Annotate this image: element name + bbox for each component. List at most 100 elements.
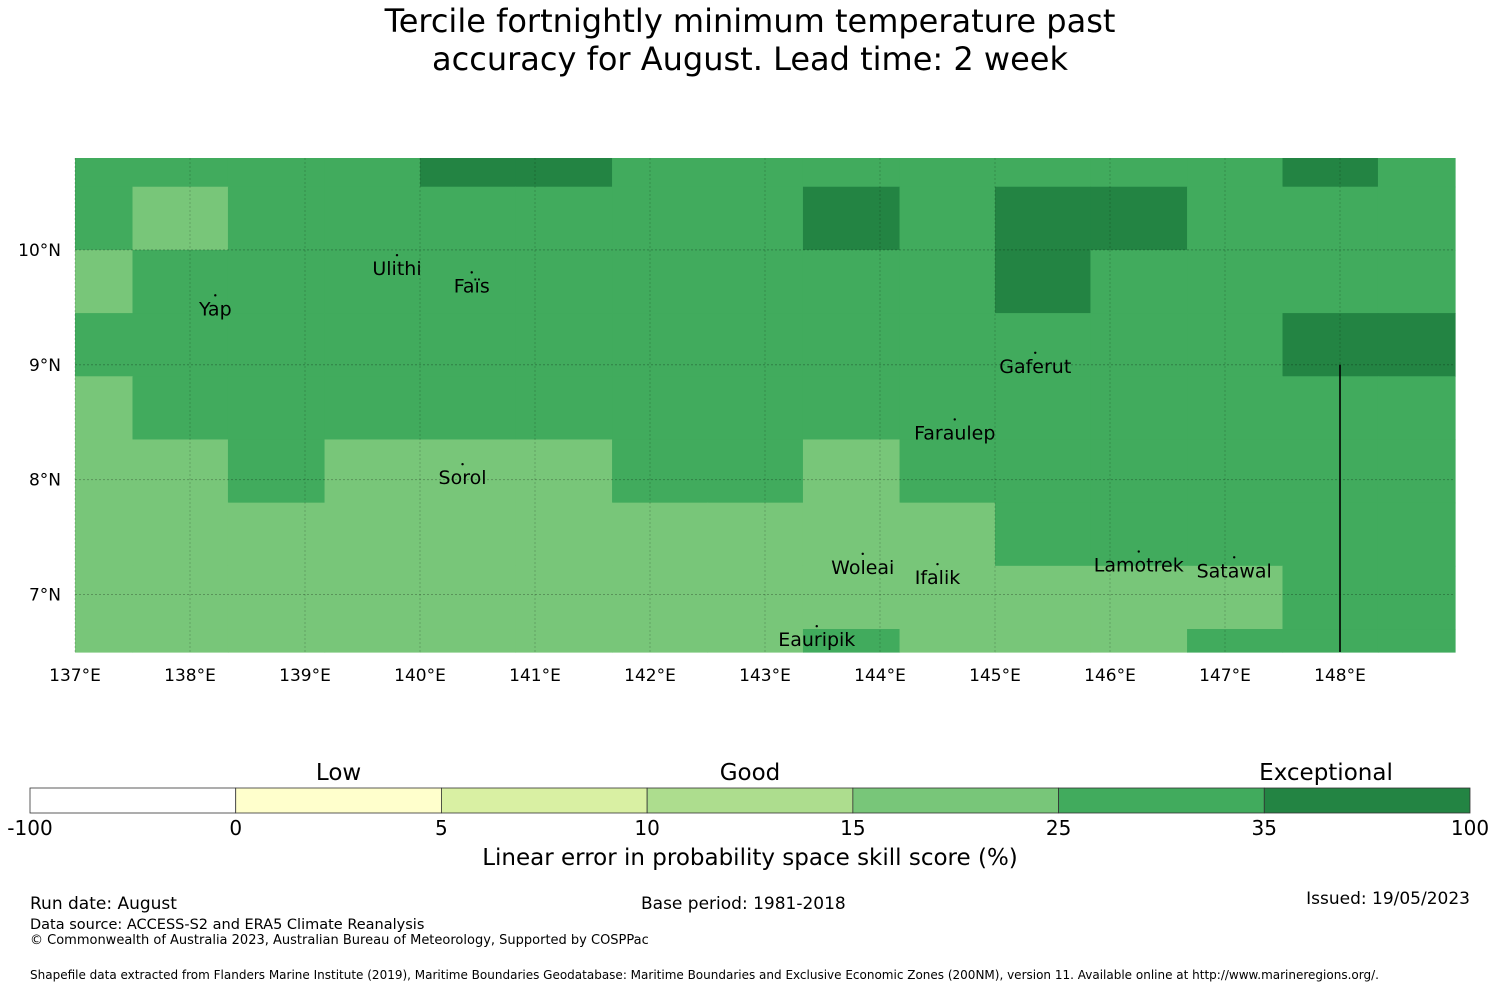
place-label: Lamotrek <box>1094 555 1184 577</box>
skill-cell <box>1377 158 1456 188</box>
island-marker <box>1233 556 1236 559</box>
skill-cell <box>75 376 134 441</box>
gridlines <box>74 158 1455 652</box>
skill-cell <box>132 158 229 188</box>
skill-cell <box>802 158 901 188</box>
title-line-2: accuracy for August. Lead time: 2 week <box>432 40 1068 78</box>
skill-cell <box>75 439 134 504</box>
place-label: Woleai <box>831 557 894 579</box>
skill-cell <box>802 186 901 251</box>
skill-cell <box>1090 158 1188 188</box>
place-label: Sorol <box>439 467 487 489</box>
skill-cell <box>1090 629 1188 653</box>
skill-cell <box>75 158 134 188</box>
lon-tick-label: 142°E <box>624 666 676 686</box>
skill-cell <box>227 629 326 653</box>
place-label: Ulithi <box>372 258 421 280</box>
island-marker <box>953 418 956 421</box>
skill-cell <box>132 502 229 567</box>
skill-cell <box>75 629 134 653</box>
skill-cell <box>420 313 517 377</box>
skill-cell <box>227 565 326 630</box>
skill-cell <box>899 439 996 504</box>
lon-tick-label: 140°E <box>394 666 446 686</box>
skill-cell <box>1377 376 1456 441</box>
skill-cell <box>707 313 804 377</box>
skill-cell <box>1377 249 1456 314</box>
skill-cell <box>899 629 996 653</box>
lon-tick-label: 138°E <box>164 666 216 686</box>
skill-cell <box>802 439 901 504</box>
lon-tick-label: 147°E <box>1199 666 1251 686</box>
skill-cell <box>420 186 517 251</box>
colorbar-tick-label: 15 <box>840 816 865 840</box>
lat-tick-label: 10°N <box>18 241 61 261</box>
skill-cell <box>1282 186 1379 251</box>
issued-date: Issued: 19/05/2023 <box>1306 889 1470 909</box>
skill-cell <box>515 629 613 653</box>
skill-cell <box>515 565 613 630</box>
skill-cell <box>707 439 804 504</box>
colorbar-group-label: Exceptional <box>1259 760 1393 786</box>
skill-cell <box>227 158 326 188</box>
island-marker <box>861 552 864 556</box>
skill-cell <box>1187 376 1284 441</box>
place-label: Ifalik <box>915 567 961 589</box>
colorbar-group-label: Low <box>315 760 362 786</box>
copyright: © Commonwealth of Australia 2023, Austra… <box>30 933 649 948</box>
skill-cell <box>707 158 804 188</box>
colorbar-tick-label: 100 <box>1451 816 1489 840</box>
lon-tick-label: 141°E <box>509 666 561 686</box>
skill-cell <box>515 313 613 377</box>
skill-cell <box>707 186 804 251</box>
lat-tick-label: 7°N <box>29 586 61 606</box>
island-marker <box>470 271 473 274</box>
lat-tick-label: 8°N <box>29 471 61 491</box>
skill-cell <box>995 158 1092 188</box>
place-label: Eauripik <box>778 629 855 651</box>
skill-cell <box>75 502 134 567</box>
colorbar-bin <box>441 787 648 814</box>
skill-cell <box>802 249 901 314</box>
skill-cell <box>1282 502 1379 567</box>
skill-cell <box>899 313 996 377</box>
skill-cell <box>995 313 1092 377</box>
skill-cell <box>420 629 517 653</box>
skill-cell <box>324 376 421 441</box>
lon-tick-label: 148°E <box>1314 666 1366 686</box>
skill-cell <box>515 502 613 567</box>
title-line-1: Tercile fortnightly minimum temperature … <box>384 2 1116 40</box>
skill-cells <box>75 158 1456 653</box>
skill-cell <box>802 565 901 630</box>
island-marker <box>1034 351 1037 354</box>
skill-cell <box>899 249 996 314</box>
lon-tick-label: 145°E <box>969 666 1021 686</box>
skill-cell <box>1282 158 1379 188</box>
skill-cell <box>612 502 709 567</box>
skill-cell <box>227 313 326 377</box>
skill-cell <box>132 439 229 504</box>
colorbar-bin <box>1058 787 1265 814</box>
place-label: Faïs <box>454 275 490 297</box>
skill-cell <box>1187 313 1284 377</box>
skill-cell <box>612 313 709 377</box>
colorbar-tick-label: 0 <box>229 816 242 840</box>
skill-cell <box>515 439 613 504</box>
skill-cell <box>802 502 901 567</box>
skill-cell <box>899 502 996 567</box>
island-marker <box>815 625 818 628</box>
island-marker <box>1137 550 1140 553</box>
place-label: Satawal <box>1197 560 1272 582</box>
skill-cell <box>1377 313 1456 377</box>
skill-cell <box>324 439 421 504</box>
skill-cell <box>1377 629 1456 653</box>
skill-cell <box>995 376 1092 441</box>
skill-cell <box>707 249 804 314</box>
skill-cell <box>1282 249 1379 314</box>
skill-cell <box>995 439 1092 504</box>
skill-cell <box>802 376 901 441</box>
island-marker <box>395 253 399 257</box>
run-date: Run date: August <box>30 894 177 914</box>
skill-cell <box>420 158 517 188</box>
colorbar-tick-label: -100 <box>7 816 52 840</box>
